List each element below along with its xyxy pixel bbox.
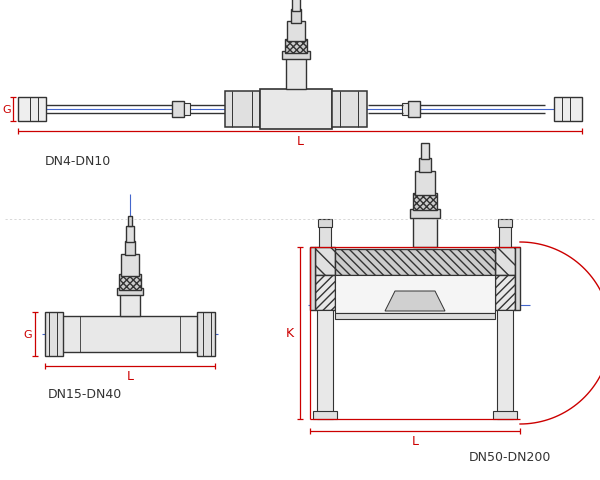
Bar [291,10,301,24]
Bar [413,217,437,248]
Bar [415,172,435,195]
Bar [495,276,515,311]
Bar [126,227,134,242]
Bar [332,92,367,128]
Bar [313,411,337,419]
Bar [225,92,260,128]
Text: DN4-DN10: DN4-DN10 [45,155,111,168]
Bar [120,294,140,316]
Bar [125,241,135,255]
Text: L: L [412,434,419,447]
Bar [287,22,305,42]
Bar [184,104,190,116]
Bar [18,98,46,122]
Bar [335,276,495,313]
Bar [499,226,511,248]
Bar [554,98,582,122]
Bar [285,40,307,54]
Text: G: G [2,105,11,115]
Bar [197,312,215,356]
Polygon shape [385,291,445,312]
Bar [408,102,420,118]
Bar [413,193,437,211]
Bar [172,102,184,118]
Bar [335,250,495,276]
Bar [62,316,198,352]
Bar [117,288,143,295]
Bar [402,104,408,116]
Bar [319,226,331,248]
Bar [419,159,431,173]
Bar [45,312,63,356]
Bar [315,276,335,311]
Text: L: L [127,370,134,383]
Text: K: K [286,327,294,340]
Bar [128,216,132,227]
Bar [260,90,332,130]
Bar [410,210,440,218]
Bar [335,313,495,319]
Bar [497,311,513,419]
Bar [315,248,335,276]
Bar [495,248,515,276]
Bar [119,275,141,290]
Text: G: G [23,329,32,339]
Bar [317,311,333,419]
Text: DN50-DN200: DN50-DN200 [469,451,551,464]
Bar [498,219,512,228]
Bar [493,411,517,419]
Text: DN15-DN40: DN15-DN40 [48,388,122,401]
Bar [421,144,429,160]
Bar [292,0,300,12]
Bar [318,219,332,228]
Bar [310,248,315,311]
Bar [121,254,139,276]
Bar [515,248,520,311]
Bar [286,58,306,90]
Text: L: L [296,135,304,148]
Bar [282,52,310,60]
